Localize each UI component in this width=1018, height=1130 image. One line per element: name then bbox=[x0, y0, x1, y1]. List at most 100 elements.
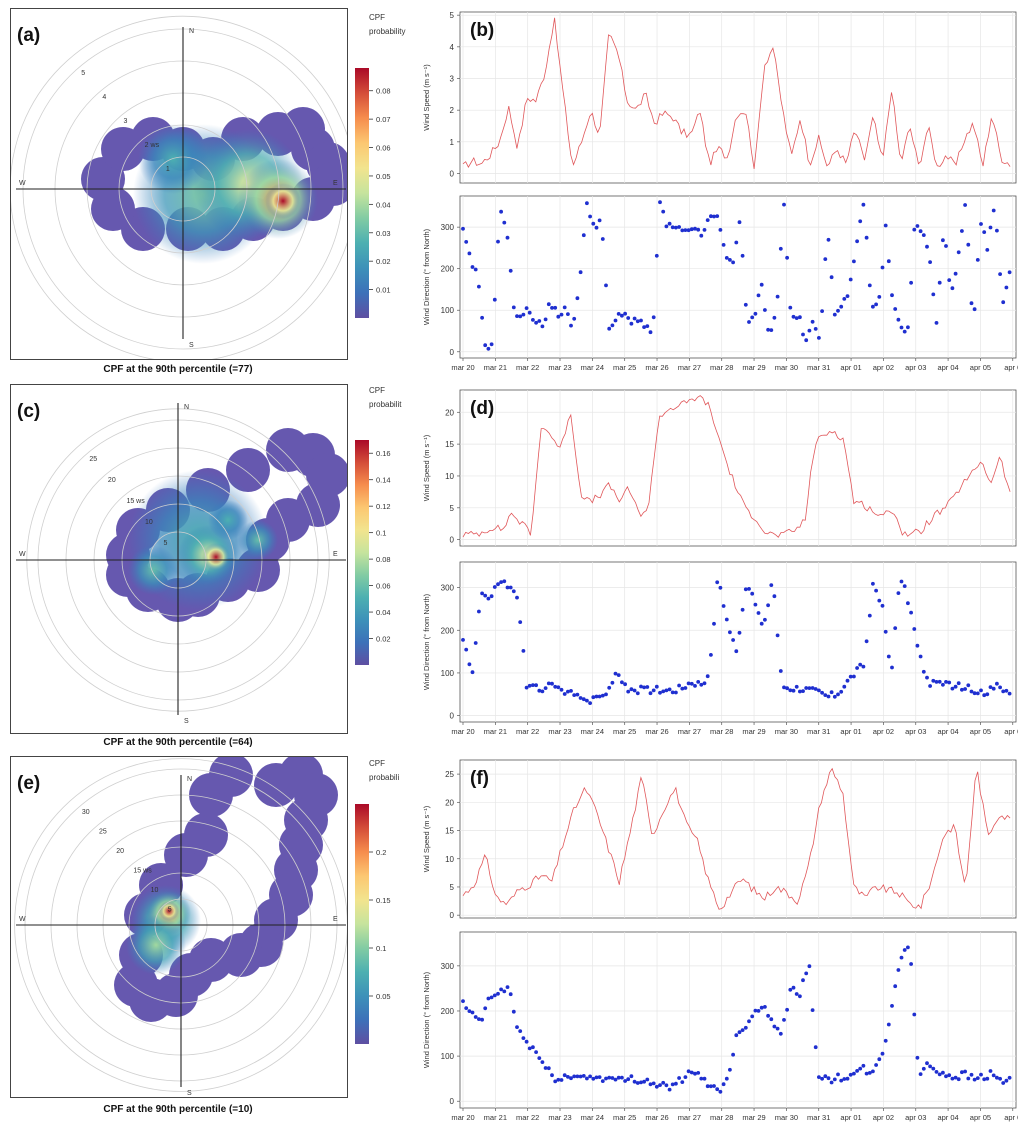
x-tick-label: mar 25 bbox=[613, 727, 636, 736]
wind-direction-point bbox=[559, 312, 564, 317]
wind-direction-point bbox=[886, 654, 891, 659]
wind-direction-point bbox=[899, 579, 904, 584]
wind-direction-point bbox=[906, 945, 910, 950]
wind-direction-point bbox=[820, 309, 824, 313]
wind-direction-point bbox=[712, 214, 716, 219]
wind-direction-point bbox=[689, 227, 694, 232]
wind-direction-point bbox=[674, 1081, 678, 1086]
wind-direction-point bbox=[972, 691, 977, 696]
wind-direction-point bbox=[534, 683, 538, 688]
wind-direction-point bbox=[906, 325, 910, 330]
wind-direction-point bbox=[925, 244, 929, 249]
polar-ring bbox=[14, 758, 347, 1092]
x-tick-label: apr 01 bbox=[840, 727, 861, 736]
wind-direction-point bbox=[763, 308, 767, 312]
wind-direction-point bbox=[709, 214, 713, 219]
wind-direction-point bbox=[604, 283, 608, 288]
wind-direction-point bbox=[569, 689, 573, 693]
wind-direction-point bbox=[864, 639, 869, 644]
x-tick-label: mar 27 bbox=[678, 1113, 701, 1122]
wind-direction-point bbox=[674, 225, 678, 230]
y-tick-label: 10 bbox=[445, 855, 454, 864]
cpf-polar-plot: 1 2 ws 3 4 5 N E S W (a) bbox=[11, 15, 347, 359]
wind-direction-point bbox=[534, 1050, 538, 1054]
y-axis-label: Wind Speed (m s⁻¹) bbox=[422, 434, 431, 501]
wind-direction-point bbox=[848, 674, 853, 679]
wind-direction-point bbox=[664, 1083, 669, 1088]
x-tick-label: mar 30 bbox=[775, 363, 798, 372]
wind-direction-point bbox=[934, 1070, 939, 1074]
wind-direction-point bbox=[740, 1028, 745, 1032]
colorbar-tick-label: 0.08 bbox=[376, 555, 391, 564]
wind-direction-point bbox=[912, 1012, 917, 1017]
y-tick-label: 5 bbox=[450, 883, 455, 892]
wind-direction-point bbox=[473, 641, 478, 645]
wind-direction-point bbox=[508, 992, 513, 997]
wind-direction-point bbox=[492, 585, 497, 589]
wind-direction-point bbox=[537, 1056, 542, 1060]
wind-direction-point bbox=[585, 698, 589, 703]
wind-direction-point bbox=[839, 304, 844, 309]
ring-label: 5 bbox=[168, 906, 172, 913]
x-tick-label: mar 31 bbox=[807, 1113, 830, 1122]
wind-direction-point bbox=[489, 342, 494, 347]
cpf-region-cell bbox=[184, 813, 228, 857]
wind-direction-point bbox=[696, 1071, 701, 1075]
wind-direction-point bbox=[794, 992, 799, 996]
wind-direction-point bbox=[604, 1076, 608, 1081]
wind-direction-point bbox=[696, 680, 701, 684]
wind-direction-point bbox=[483, 343, 488, 348]
wind-direction-point bbox=[531, 1045, 535, 1050]
wind-direction-point bbox=[747, 1019, 751, 1024]
wind-direction-point bbox=[470, 265, 475, 269]
x-tick-label: mar 20 bbox=[451, 1113, 474, 1122]
colorbar-title: probability bbox=[369, 27, 405, 36]
compass-w-label: W bbox=[19, 551, 26, 558]
wind-direction-point bbox=[982, 230, 987, 234]
wind-direction-point bbox=[861, 202, 866, 207]
wind-direction-point bbox=[499, 209, 503, 214]
wind-direction-point bbox=[928, 1064, 932, 1069]
ring-label: 1 bbox=[166, 166, 170, 173]
wind-direction-point bbox=[963, 687, 967, 691]
wind-direction-point bbox=[709, 1084, 713, 1089]
wind-direction-point bbox=[855, 239, 859, 244]
y-axis-label: Wind Direction (° from North) bbox=[422, 593, 431, 690]
x-tick-label: mar 22 bbox=[516, 363, 539, 372]
wind-direction-point bbox=[858, 662, 863, 667]
wind-direction-point bbox=[832, 1077, 837, 1082]
compass-s-label: S bbox=[184, 718, 189, 725]
wind-direction-point bbox=[546, 302, 551, 307]
wind-direction-point bbox=[1004, 285, 1009, 290]
x-tick-label: apr 01 bbox=[840, 363, 861, 372]
wind-direction-point bbox=[524, 306, 529, 310]
wind-direction-point bbox=[867, 613, 872, 618]
wind-direction-point bbox=[658, 1083, 662, 1087]
wind-direction-point bbox=[775, 294, 780, 299]
wind-direction-point bbox=[540, 1060, 545, 1064]
x-tick-label: apr 05 bbox=[970, 1113, 991, 1122]
wind-direction-point bbox=[546, 1066, 551, 1071]
wind-direction-point bbox=[874, 302, 878, 307]
wind-direction-point bbox=[639, 1080, 643, 1085]
ring-label: 3 bbox=[124, 118, 128, 125]
wind-direction-point bbox=[521, 312, 526, 317]
wind-direction-point bbox=[902, 584, 907, 588]
wind-direction-point bbox=[728, 630, 732, 635]
wind-direction-point bbox=[502, 220, 507, 225]
wind-direction-point bbox=[696, 227, 701, 232]
wind-direction-point bbox=[972, 1077, 977, 1082]
wind-direction-point bbox=[886, 1022, 891, 1027]
colorbar-title: probabilit bbox=[369, 400, 402, 409]
wind-direction-point bbox=[807, 686, 812, 690]
wind-direction-point bbox=[527, 310, 532, 315]
wind-direction-point bbox=[566, 312, 570, 316]
wind-direction-point bbox=[912, 227, 917, 232]
wind-direction-point bbox=[664, 688, 669, 693]
wind-direction-point bbox=[798, 689, 802, 694]
wind-direction-point bbox=[591, 695, 596, 700]
colorbar-tick-label: 0.01 bbox=[376, 286, 391, 295]
wind-direction-point bbox=[680, 228, 685, 233]
compass-s-label: S bbox=[189, 342, 194, 349]
wind-direction-point bbox=[527, 683, 532, 688]
